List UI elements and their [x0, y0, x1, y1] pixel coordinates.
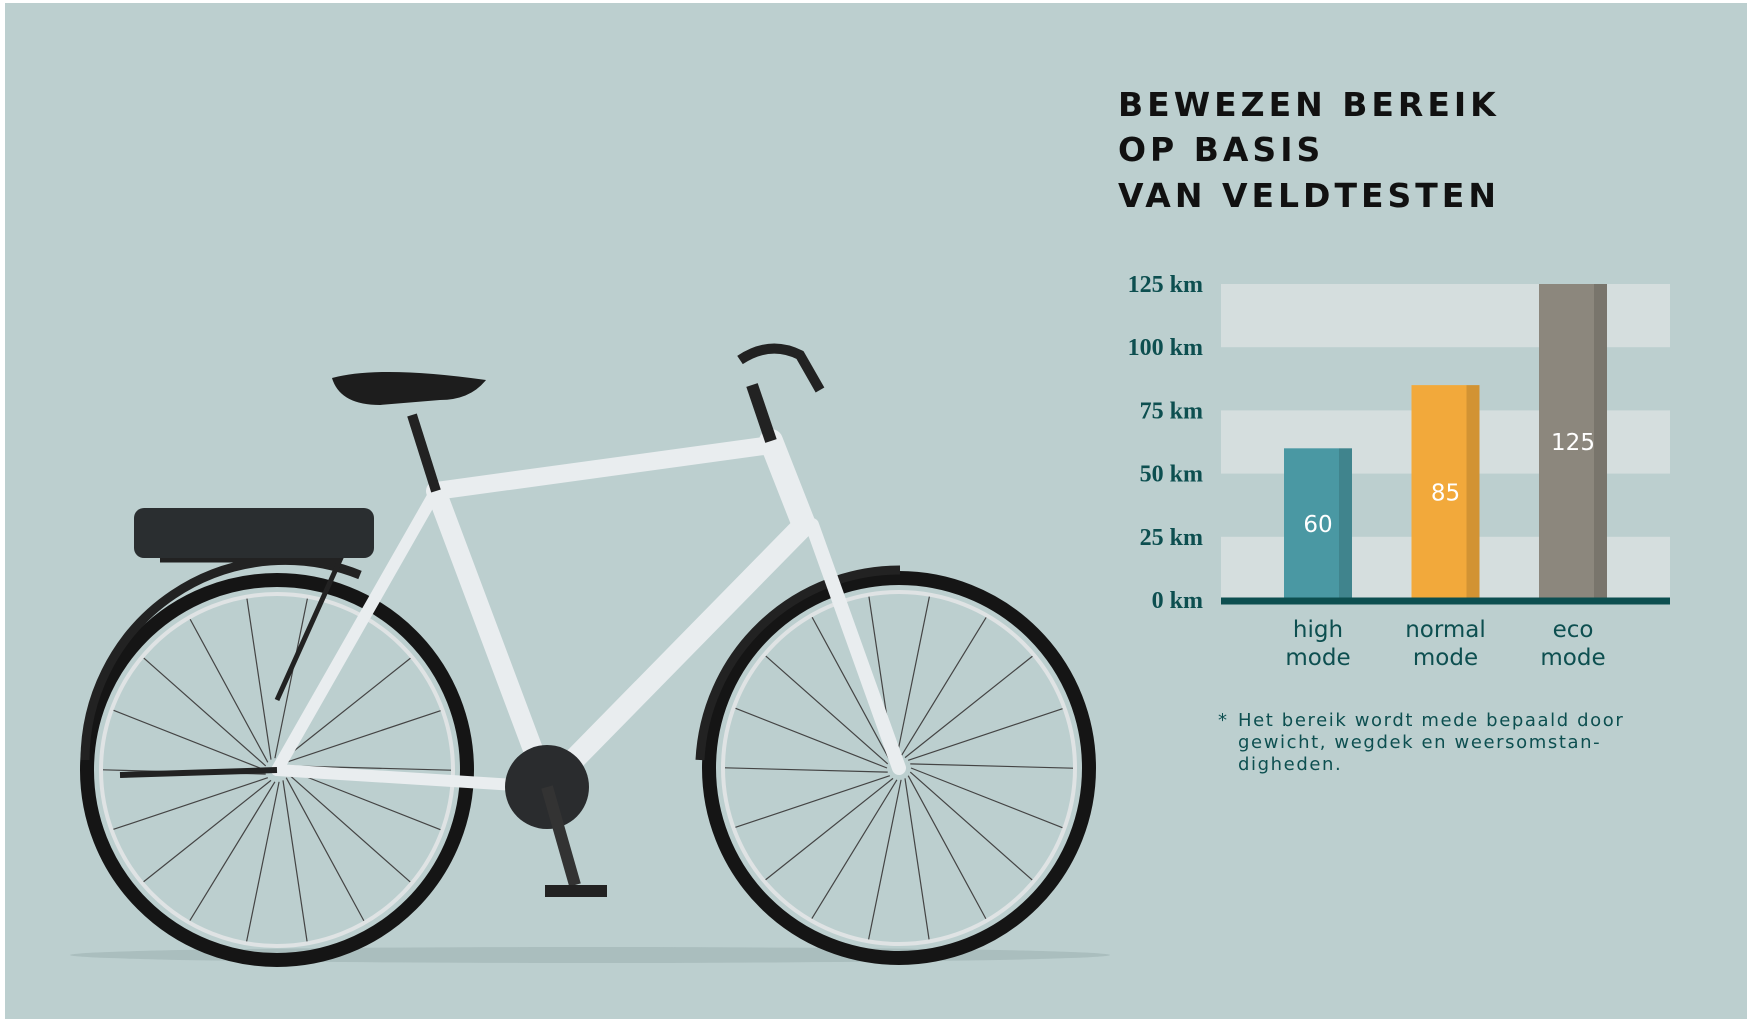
front-tire [702, 571, 1096, 965]
y-tick-label: 75 km [1140, 398, 1203, 424]
value-label: 125 [1551, 430, 1595, 456]
battery [134, 508, 374, 558]
bar [1539, 284, 1607, 600]
spoke [910, 763, 1074, 769]
kickstand [119, 767, 278, 778]
stem [746, 383, 777, 443]
bar-face [1284, 448, 1352, 600]
spoke [765, 655, 889, 765]
spoke [904, 778, 930, 940]
x-tick-label: mode [1285, 645, 1350, 671]
bar-side [1339, 448, 1352, 600]
bar-side [1594, 284, 1607, 600]
frame [271, 429, 906, 798]
spoke [908, 708, 1063, 761]
rack [160, 557, 344, 702]
footnote-marker: * [1218, 710, 1229, 731]
spoke [113, 777, 268, 830]
spoke [909, 771, 1033, 881]
x-tick-label: eco [1553, 617, 1594, 643]
footnote: gewicht, wegdek en weersomstan- [1238, 732, 1601, 753]
spoke [868, 779, 902, 940]
crank [541, 785, 581, 887]
x-tick-label: high [1293, 617, 1343, 643]
spoke [285, 777, 365, 922]
bar [1411, 385, 1480, 600]
bicycle-illustration [70, 343, 1110, 967]
spoke [910, 767, 1063, 829]
spoke [896, 596, 930, 757]
spoke [274, 598, 308, 759]
y-tick-label: 125 km [1128, 272, 1203, 298]
y-tick-label: 50 km [1140, 462, 1203, 488]
spoke [246, 598, 272, 760]
bar [1284, 448, 1352, 600]
spoke [811, 779, 898, 919]
spoke [735, 775, 890, 828]
x-tick-label: mode [1413, 645, 1478, 671]
spoke [113, 709, 266, 771]
x-tick-label: mode [1540, 645, 1605, 671]
y-tick-label: 25 km [1140, 525, 1203, 551]
spoke [765, 777, 894, 881]
bar-face [1539, 284, 1607, 600]
bar-face [1411, 385, 1480, 600]
y-tick-label: 100 km [1128, 335, 1203, 361]
spoke [904, 655, 1033, 759]
spoke [900, 617, 987, 757]
front-fender [695, 565, 901, 761]
footnote: Het bereik wordt mede bepaald door [1238, 710, 1624, 731]
title-line: OP BASIS [1118, 130, 1324, 169]
spoke [907, 775, 987, 920]
seatpost [407, 413, 441, 493]
spoke [189, 781, 276, 921]
spoke [287, 773, 411, 883]
rear-tire [80, 573, 474, 967]
bar-side [1466, 385, 1480, 600]
spoke [735, 707, 888, 769]
rear-rim [99, 592, 455, 948]
spoke [282, 780, 308, 942]
spoke [143, 779, 272, 883]
spoke [246, 781, 280, 942]
spoke [288, 769, 441, 831]
footnote: digheden. [1238, 754, 1342, 775]
spoke [724, 767, 888, 773]
y-tick-label: 0 km [1152, 588, 1203, 614]
x-tick-label: normal [1405, 617, 1486, 643]
handlebar [737, 343, 825, 393]
value-label: 60 [1303, 512, 1332, 538]
saddle [332, 371, 486, 405]
front-rim [721, 590, 1077, 946]
value-label: 85 [1431, 481, 1460, 507]
spoke [189, 618, 269, 763]
pedal [545, 885, 607, 897]
title-line: BEWEZEN BEREIK [1118, 85, 1500, 124]
spoke [286, 710, 441, 763]
spoke [282, 657, 411, 761]
title-line: VAN VELDTESTEN [1118, 176, 1500, 215]
spoke [811, 616, 891, 761]
spoke [143, 657, 267, 767]
